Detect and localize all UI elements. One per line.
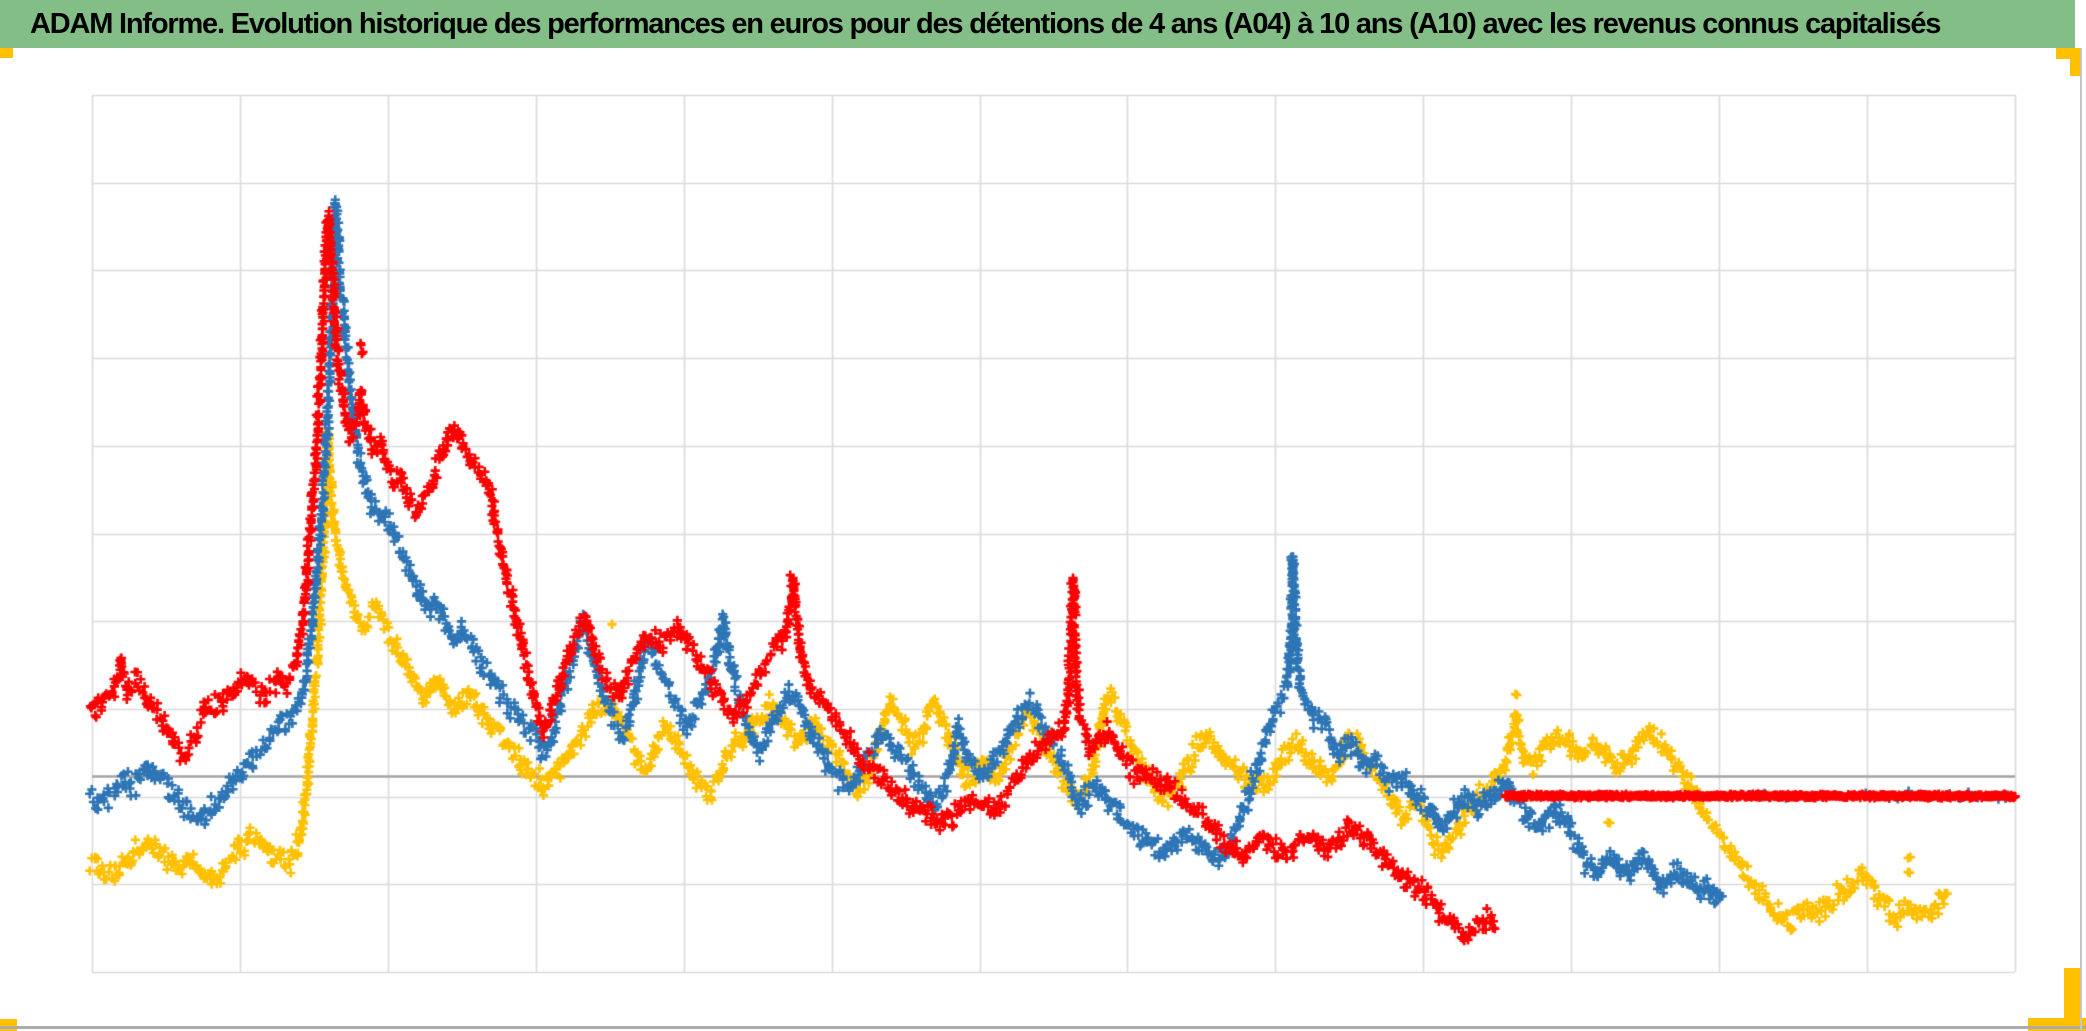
selection-corner-top-right-h: [2056, 48, 2082, 59]
selection-corner-bottom-left: [0, 1019, 17, 1031]
sheet-bottom-edge-line: [0, 1026, 2086, 1029]
selection-corner-left-dash: [0, 48, 13, 58]
selection-corner-top-right-v: [2070, 48, 2082, 76]
selection-corner-bottom-right-v: [2064, 968, 2080, 1031]
sheet-right-edge-line: [2080, 48, 2082, 1031]
selection-corner-bottom-right-h: [2028, 1018, 2086, 1031]
